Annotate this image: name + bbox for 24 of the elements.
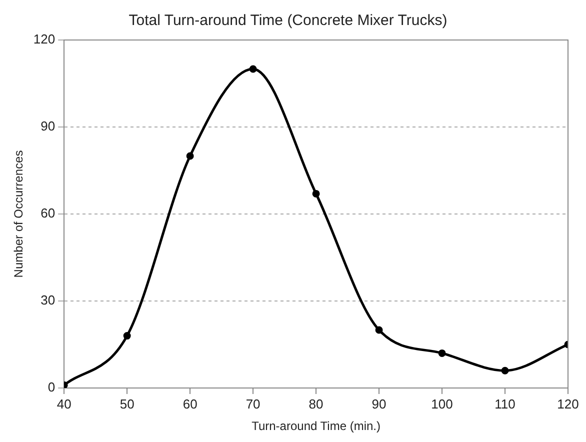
y-tick-label: 90 (40, 118, 56, 134)
x-axis-title: Turn-around Time (min.) (252, 419, 381, 434)
x-tick-label: 90 (372, 396, 386, 412)
y-tick-label: 120 (33, 32, 56, 47)
y-tick-label: 30 (40, 292, 56, 308)
point (438, 349, 446, 357)
point (375, 326, 383, 334)
x-tick-label: 110 (494, 396, 516, 412)
chart-title: Total Turn-around Time (Concrete Mixer Trucks) (128, 12, 448, 30)
y-tick-label: 0 (48, 380, 56, 395)
point (249, 65, 257, 73)
x-tick-label: 40 (56, 396, 72, 412)
x-tick-label: 120 (557, 396, 579, 412)
x-tick-label: 60 (182, 396, 198, 412)
point (186, 152, 194, 160)
point (501, 366, 509, 374)
y-tick-label: 60 (40, 206, 56, 221)
x-tick-label: 100 (431, 396, 453, 412)
x-tick-label: 80 (308, 396, 324, 412)
x-tick-label: 50 (120, 396, 134, 412)
point (312, 190, 320, 198)
y-axis-title: Number of Occurrences (12, 150, 26, 278)
x-tick-label: 70 (246, 396, 260, 412)
point (123, 332, 131, 340)
